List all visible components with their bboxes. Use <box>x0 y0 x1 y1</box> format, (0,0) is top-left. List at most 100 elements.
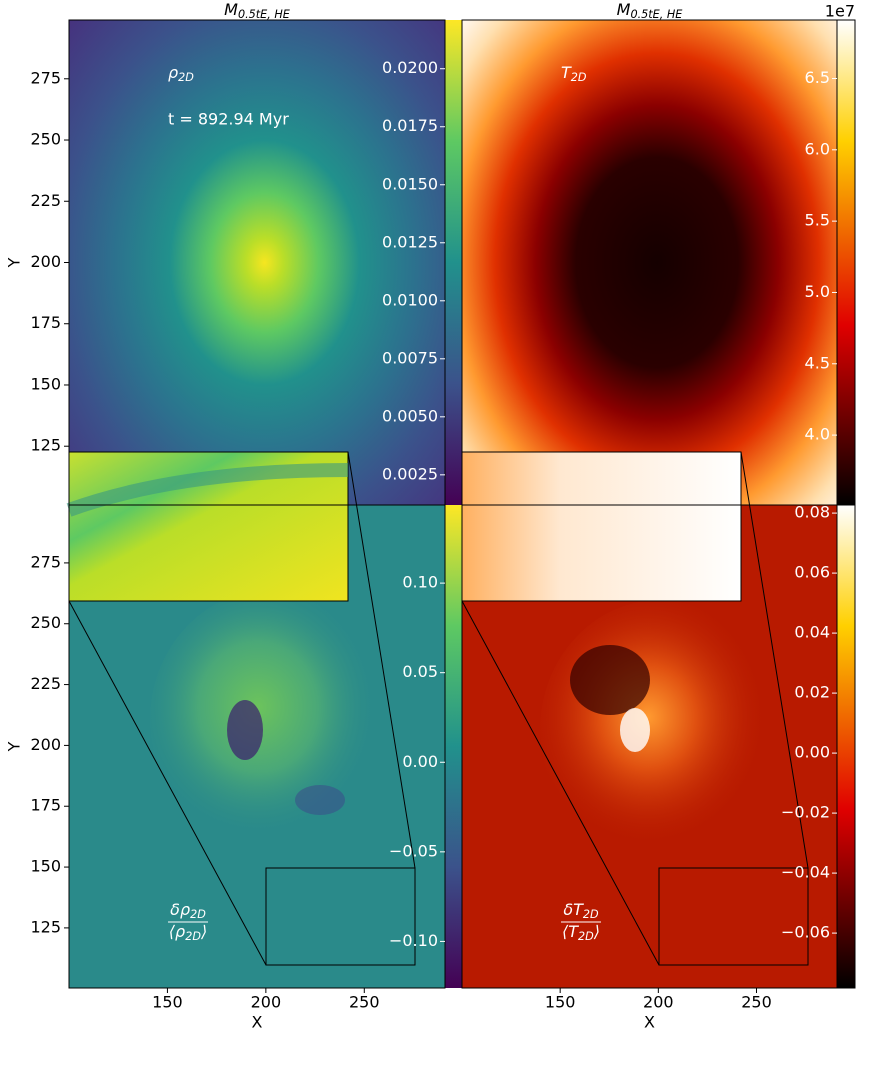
zoom-connector <box>461 600 660 966</box>
colorbar <box>836 504 856 989</box>
images <box>66 19 856 989</box>
colorbar-tick-label: 0.0025 <box>382 464 438 483</box>
y-tick-label: 250 <box>30 613 61 632</box>
temperature-blob <box>570 645 650 715</box>
plot-frame <box>68 504 446 989</box>
temperature-image <box>462 20 837 505</box>
y-tick-label: 275 <box>30 68 61 87</box>
y-tick-label: 225 <box>30 674 61 693</box>
density-blob <box>295 785 345 815</box>
text-part: M <box>224 0 238 19</box>
colorbar-tick-label: 0.06 <box>794 563 830 582</box>
colorbar-tick-label: 0.0200 <box>382 58 438 77</box>
y-tick-label: 225 <box>30 191 61 210</box>
zoom-box <box>265 867 416 966</box>
colorbar <box>445 20 462 505</box>
text-part: ⟩ <box>593 922 600 941</box>
x-tick-label: 250 <box>349 993 380 1012</box>
density-blob <box>150 590 390 850</box>
colorbar-tick-label: 0.10 <box>402 573 438 592</box>
colorbar-tick-label: 0.0100 <box>382 290 438 309</box>
annotation-denominator: ⟨ρ2D⟩ <box>169 922 207 944</box>
text-part: ρ <box>168 63 178 82</box>
colorbar-tick-label: 0.0125 <box>382 232 438 251</box>
colorbar-tick-label: −0.10 <box>389 931 438 950</box>
text-part: δρ <box>170 900 190 919</box>
colorbar-tick-label: 0.0150 <box>382 174 438 193</box>
zoom-connector <box>68 600 267 966</box>
colorbar-tick-label: −0.06 <box>781 923 830 942</box>
annotation: T2D <box>561 63 587 85</box>
annotation-denominator: ⟨T2D⟩ <box>562 922 600 944</box>
y-tick-label: 175 <box>30 313 61 332</box>
colorbar-tick-label: 5.0 <box>805 282 830 301</box>
y-tick-label: 150 <box>30 374 61 393</box>
zoom-connector <box>740 451 809 869</box>
text-part: ⟩ <box>200 922 207 941</box>
zoom-box <box>658 867 809 966</box>
subscript: 0.5tE, HE <box>238 8 291 21</box>
colorbar-tick-label: 0.08 <box>794 503 830 522</box>
text-part: ⟨T <box>562 922 579 941</box>
annotation: ρ2D <box>168 63 194 85</box>
x-tick-label: 200 <box>643 993 674 1012</box>
chart-title: M0.5tE, HE <box>617 0 684 21</box>
colorbar-tick-label: 0.05 <box>402 662 438 681</box>
x-tick-label: 200 <box>251 993 282 1012</box>
inset-streak <box>66 463 349 517</box>
colorbar-tick-label: 6.5 <box>805 68 830 87</box>
x-tick-label: 150 <box>152 993 183 1012</box>
colorbar-tick-label: 0.0075 <box>382 348 438 367</box>
y-tick-label: 175 <box>30 796 61 815</box>
y-tick-label: 150 <box>30 857 61 876</box>
annotation: t = 892.94 Myr <box>168 110 289 129</box>
y-axis-label: Y <box>5 257 24 268</box>
text-part: δT <box>563 900 584 919</box>
y-tick-label: 200 <box>30 735 61 754</box>
zoom-inset <box>461 451 742 602</box>
colorbar-tick-label: 4.0 <box>805 425 830 444</box>
colorbar-tick-label: 5.5 <box>805 211 830 230</box>
colorbar-tick-label: 0.00 <box>402 752 438 771</box>
density-image <box>69 20 445 505</box>
colorbar-tick-label: 0.0050 <box>382 406 438 425</box>
text-part: T <box>561 63 572 82</box>
temperature-blob <box>540 600 780 860</box>
y-tick-label: 275 <box>30 552 61 571</box>
colorbar <box>836 19 856 506</box>
subscript: 2D <box>578 930 594 943</box>
plot-frame <box>461 504 838 989</box>
subscript: 2D <box>178 71 194 84</box>
colorbar-tick-label: −0.04 <box>781 863 830 882</box>
chart-title: M0.5tE, HE <box>224 0 291 21</box>
y-tick-label: 250 <box>30 130 61 149</box>
zoom-connector <box>347 451 416 869</box>
annotation-numerator: δT2D <box>563 900 599 922</box>
y-axis-label: Y <box>5 741 24 752</box>
text-part: ⟨ρ <box>169 922 185 941</box>
colorbar-tick-label: −0.02 <box>781 803 830 822</box>
colorbar-tick-label: 0.02 <box>794 683 830 702</box>
colorbar <box>445 505 462 988</box>
subscript: 2D <box>190 908 206 921</box>
subscript: 2D <box>185 930 201 943</box>
subscript: 0.5tE, HE <box>630 8 683 21</box>
colorbar-tick-label: 0.0175 <box>382 116 438 135</box>
x-tick-label: 250 <box>741 993 772 1012</box>
y-tick-label: 125 <box>30 917 61 936</box>
colorbar-tick-label: 6.0 <box>805 139 830 158</box>
colorbar-tick-label: −0.05 <box>389 841 438 860</box>
y-tick-label: 200 <box>30 252 61 271</box>
x-axis-label: X <box>252 1013 263 1032</box>
annotation-numerator: δρ2D <box>170 900 206 922</box>
subscript: 2D <box>583 908 599 921</box>
x-tick-label: 150 <box>545 993 576 1012</box>
temperature-blob <box>620 708 650 752</box>
colorbar-tick-label: 0.04 <box>794 623 830 642</box>
colorbar-tick-label: 4.5 <box>805 353 830 372</box>
colorbar-tick-label: 0.00 <box>794 743 830 762</box>
subscript: 2D <box>571 71 587 84</box>
density-blob <box>227 700 263 760</box>
